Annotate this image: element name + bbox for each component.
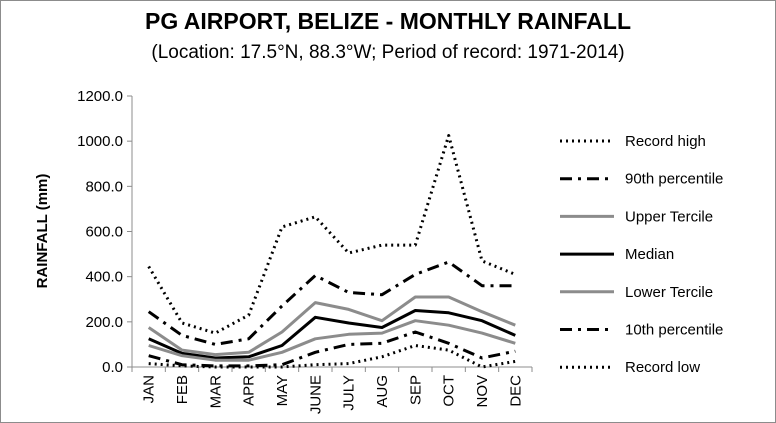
- y-tick-label: 200.0: [85, 314, 123, 331]
- y-tick-label: 0.0: [102, 359, 123, 376]
- legend-label: Median: [625, 246, 674, 263]
- series-line: [148, 319, 516, 362]
- y-tick-label: 800.0: [85, 178, 123, 195]
- x-tick-label: NOV: [474, 375, 491, 408]
- x-tick-label: MAY: [274, 375, 291, 406]
- series-line: [148, 344, 516, 369]
- legend-label: 10th percentile: [625, 322, 723, 339]
- axes: 0.0 200.0 400.0 600.0 800.0 1000.0 1200.0 JAN FE…: [77, 88, 533, 414]
- y-tick-label: 400.0: [85, 269, 123, 286]
- legend-label: 90th percentile: [625, 171, 723, 188]
- x-tick-label: FEB: [174, 375, 191, 404]
- legend-label: Lower Tercile: [625, 284, 713, 301]
- series-line: [147, 260, 516, 346]
- x-tick-label: JAN: [141, 375, 158, 403]
- series-lines: [147, 134, 516, 369]
- y-axis-label: RAINFALL (mm): [34, 174, 51, 289]
- series-line: [147, 295, 516, 357]
- y-tick-label: 1000.0: [77, 133, 123, 150]
- series-line: [148, 309, 516, 360]
- x-tick-label: DEC: [507, 375, 524, 407]
- y-tick-label: 600.0: [85, 224, 123, 241]
- x-tick-label: JULY: [341, 375, 358, 411]
- x-tick-label: AUG: [374, 375, 391, 408]
- legend-label: Record high: [625, 133, 706, 150]
- x-tick-label: OCT: [441, 375, 458, 407]
- x-tick-label: JUNE: [307, 375, 324, 414]
- chart-title: PG AIRPORT, BELIZE - MONTHLY RAINFALL: [145, 8, 631, 34]
- x-tick-label: SEP: [407, 375, 424, 405]
- x-tick-label: APR: [241, 375, 258, 406]
- legend-label: Upper Tercile: [625, 208, 713, 225]
- y-tick-label: 1200.0: [77, 88, 123, 105]
- legend: Record high 90th percentile Upper Tercile M…: [560, 133, 723, 376]
- x-tick-label: MAR: [207, 375, 224, 409]
- legend-label: Record low: [625, 359, 700, 376]
- chart-subtitle: (Location: 17.5°N, 88.3°W; Period of rec…: [151, 42, 625, 63]
